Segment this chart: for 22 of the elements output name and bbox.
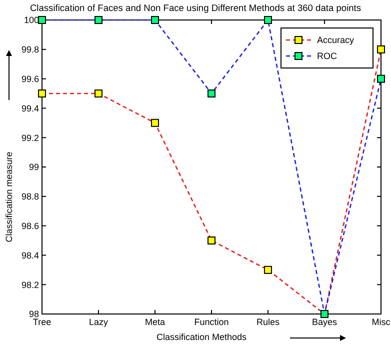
x-axis-title: Classification Methods [156,332,248,342]
chart-title: Classification of Faces and Non Face using Different Methods at 360 data points [30,3,362,13]
y-tick-label: 98.8 [21,192,39,202]
y-tick-label: 99 [28,162,39,172]
x-tick-label: Lazy [88,317,109,327]
x-tick-label: Rules [256,317,280,327]
legend-label: Accuracy [317,35,355,46]
y-tick-label: 98.2 [21,280,39,290]
x-tick-label: Function [194,317,229,327]
x-tick-label: Meta [144,317,166,327]
y-tick-label: 99.4 [21,103,39,114]
legend-label: ROC [317,51,338,62]
y-tick-label: 99.2 [21,132,39,143]
y-tick-label: 99.8 [21,44,39,55]
x-tick-label: Misc [372,317,391,327]
y-tick-label: 98 [28,309,39,320]
y-tick-label: 98.4 [21,250,39,260]
x-tick-label: Tree [32,317,52,327]
y-axis-title: Classification measure [4,152,14,242]
y-tick-label: 98.6 [21,220,39,231]
y-tick-label: 99.6 [21,74,39,84]
x-tick-label: Bayes [312,317,338,327]
